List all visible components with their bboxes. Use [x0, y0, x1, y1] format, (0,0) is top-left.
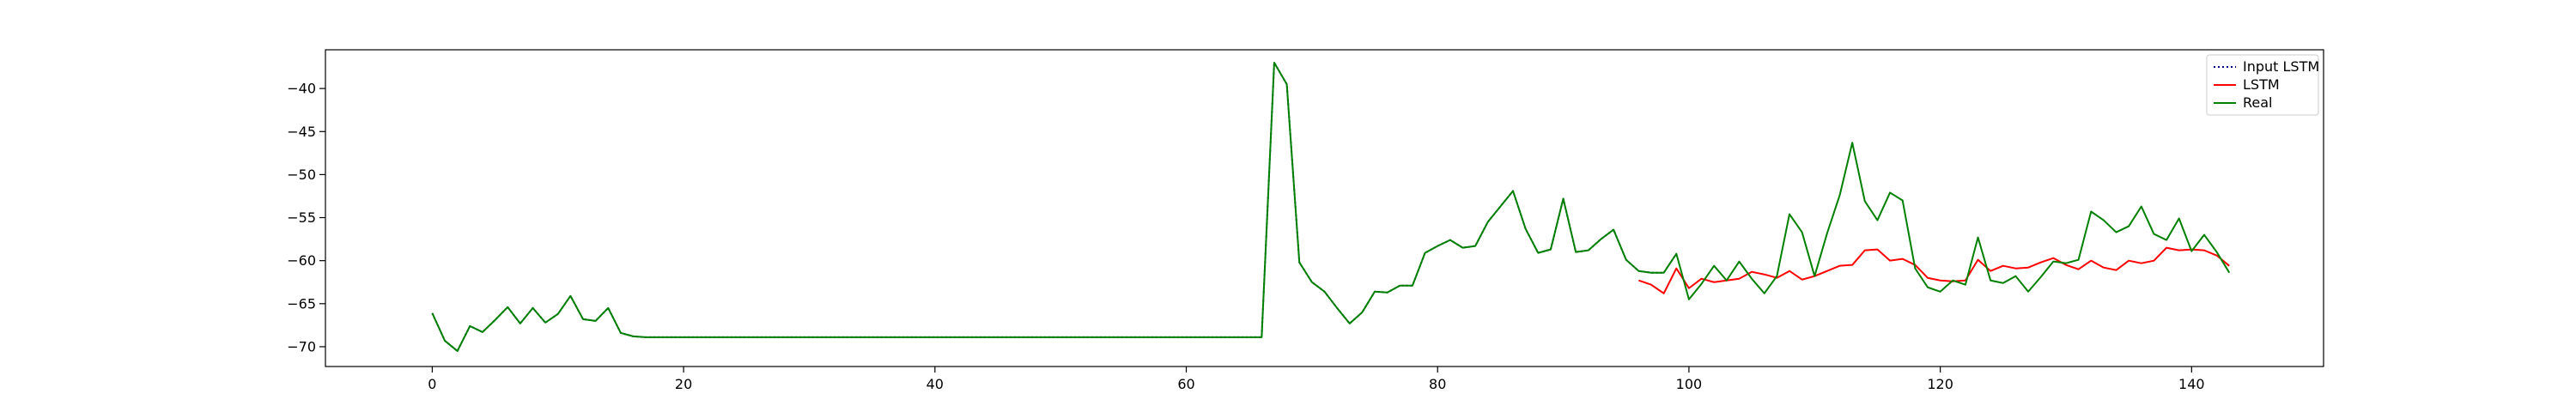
- x-axis: 0 20 40 60 80 100 120 140: [428, 367, 2205, 392]
- x-tick-label: 40: [927, 376, 944, 392]
- x-tick-label: 60: [1177, 376, 1194, 392]
- y-tick-label: −60: [287, 252, 316, 269]
- y-tick-label: −55: [287, 209, 316, 226]
- legend-label-lstm: LSTM: [2243, 76, 2280, 93]
- x-tick-label: 80: [1429, 376, 1446, 392]
- series-line-lstm: [1638, 246, 2230, 294]
- y-tick-label: −45: [287, 124, 316, 140]
- axes-frame: [325, 49, 2324, 367]
- series-line-real: [431, 62, 2231, 352]
- legend-box: [2206, 54, 2319, 116]
- x-tick-label: 100: [1676, 376, 1703, 392]
- legend-label-input-lstm: Input LSTM: [2243, 58, 2319, 75]
- x-tick-label: 140: [2178, 376, 2205, 392]
- y-axis: −70 −65 −60 −55 −50 −45 −40: [287, 81, 325, 354]
- y-tick-label: −65: [287, 295, 316, 312]
- legend-label-real: Real: [2243, 94, 2273, 111]
- x-tick-label: 120: [1927, 376, 1953, 392]
- y-tick-label: −40: [287, 81, 316, 97]
- series-line-input-lstm: [431, 62, 1678, 352]
- y-tick-label: −70: [287, 338, 316, 354]
- x-tick-label: 20: [675, 376, 692, 392]
- y-tick-label: −50: [287, 167, 316, 183]
- plot-area: [431, 62, 2231, 352]
- x-tick-label: 0: [428, 376, 436, 392]
